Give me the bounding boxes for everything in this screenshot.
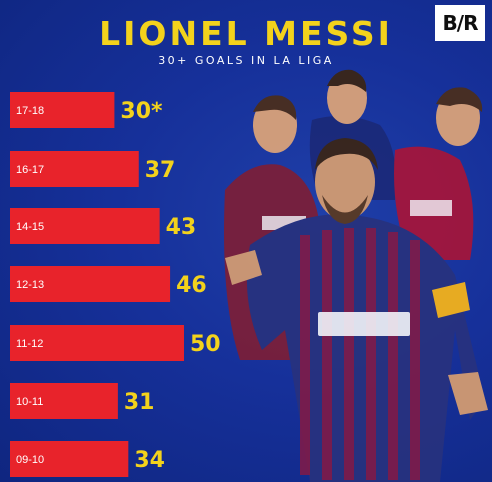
bar-category-label: 16-17 <box>16 164 44 176</box>
bar-value-label: 31 <box>124 390 155 415</box>
bar-value-label: 37 <box>145 158 176 183</box>
bar-category-label: 17-18 <box>16 105 44 117</box>
bar-category-label: 10-11 <box>16 396 43 408</box>
bar-14-15 <box>10 208 160 244</box>
bar-value-label: 46 <box>176 273 207 298</box>
chart-title: LIONEL MESSI <box>99 14 393 53</box>
bar-category-label: 14-15 <box>16 221 44 233</box>
bar-10-11 <box>10 383 118 419</box>
bar-12-13 <box>10 266 171 302</box>
bar-value-label: 34 <box>134 448 165 473</box>
bar-17-18 <box>10 92 115 128</box>
bar-category-label: 09-10 <box>16 454 44 466</box>
bar-11-12 <box>10 325 184 361</box>
player-figure-main <box>225 138 488 482</box>
bar-16-17 <box>10 151 139 187</box>
bar-09-10 <box>10 441 129 477</box>
bar-category-label: 11-12 <box>16 338 43 350</box>
bar-value-label: 50 <box>190 332 221 357</box>
br-logo: B/R <box>435 5 485 41</box>
bar-value-label: 43 <box>166 215 197 240</box>
chart-subtitle: 30+ GOALS IN LA LIGA <box>158 54 334 67</box>
bar-category-label: 12-13 <box>16 279 44 291</box>
player-figure-back-right <box>394 87 483 260</box>
bar-value-label: 30* <box>120 99 163 124</box>
